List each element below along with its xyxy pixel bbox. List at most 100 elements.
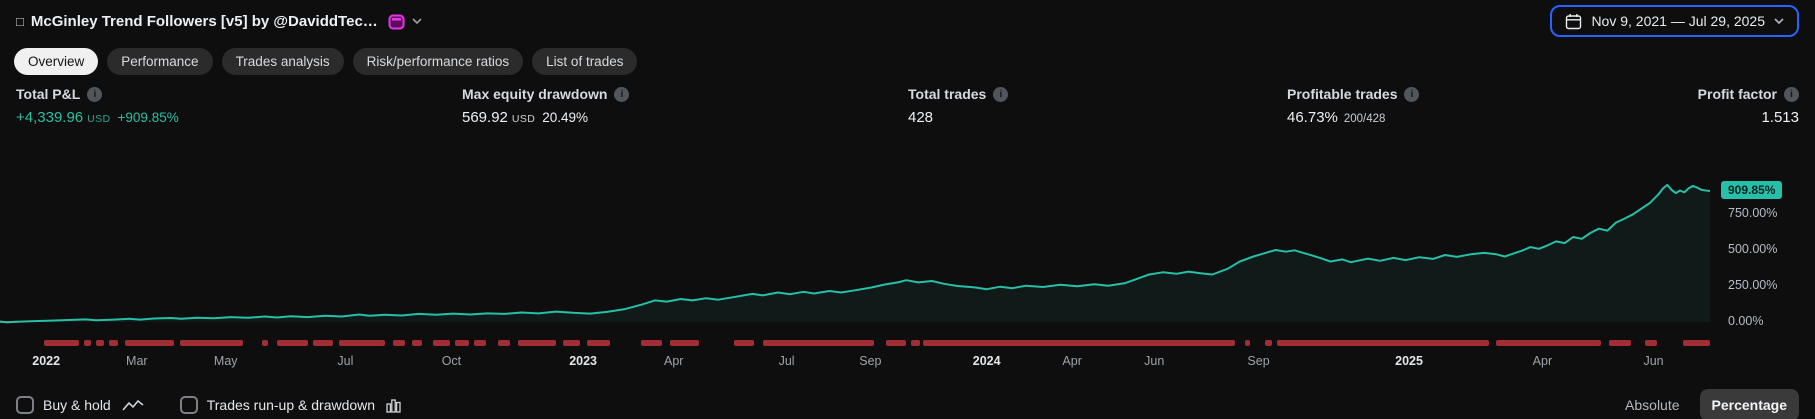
calendar-icon [1565, 13, 1582, 30]
drawdown-strip [0, 340, 1715, 346]
drawdown-segment [454, 340, 469, 346]
buy-hold-checkbox[interactable] [16, 396, 34, 414]
drawdown-segment [83, 340, 91, 346]
trades-runup-drawdown-label: Trades run-up & drawdown [206, 397, 376, 413]
metric-label: Profit factor [1697, 86, 1777, 102]
metric-label: Profitable trades [1287, 86, 1398, 102]
drawdown-segment [562, 340, 580, 346]
strategy-title: McGinley Trend Followers [v5] by @Davidd… [30, 12, 378, 30]
x-axis-year-label: 2023 [569, 354, 598, 368]
metric-profitable-trades: Profitable trades 46.73% 200/428 [1287, 86, 1420, 126]
metric-value: 428 [908, 109, 934, 126]
drawdown-segment [911, 340, 920, 346]
chart-footer: Buy & hold Trades run-up & drawdown Abso… [0, 382, 1815, 419]
drawdown-segment [670, 340, 700, 346]
tab-list-of-trades[interactable]: List of trades [532, 47, 638, 75]
drawdown-segment [95, 340, 105, 346]
drawdown-segment [1496, 340, 1601, 346]
y-axis-tick-label: 750.00% [1728, 206, 1778, 220]
x-axis: 2022 Mar May Jul Oct 2023 Apr Jul Sep 2024 Apr Jun S… [0, 354, 1715, 372]
x-axis-year-label: 2022 [32, 354, 61, 368]
drawdown-segment [338, 340, 385, 346]
drawdown-segment [473, 340, 486, 346]
drawdown-segment [1277, 340, 1490, 346]
date-range-text: Nov 9, 2021 — Jul 29, 2025 [1591, 13, 1765, 29]
info-icon[interactable] [993, 86, 1009, 102]
trades-runup-drawdown-toggle[interactable]: Trades run-up & drawdown [179, 396, 401, 414]
metric-unit: USD [511, 113, 536, 125]
metric-extra: +909.85% [117, 110, 179, 125]
metric-max-equity-drawdown: Max equity drawdown 569.92 USD 20.49% [462, 86, 630, 126]
drawdown-segment [432, 340, 450, 346]
drawdown-segment [1682, 340, 1710, 346]
info-icon[interactable] [614, 86, 630, 102]
drawdown-segment [393, 340, 406, 346]
drawdown-segment [44, 340, 79, 346]
x-axis-month-label: May [213, 354, 238, 368]
metric-unit: USD [87, 113, 111, 125]
drawdown-segment [1265, 340, 1273, 346]
tab-performance[interactable]: Performance [107, 47, 213, 75]
metric-profit-factor: Profit factor 1.513 [1698, 86, 1799, 126]
strategy-header: □ McGinley Trend Followers [v5] by @Davi… [0, 0, 1815, 42]
metric-value: +4,339.96 [16, 109, 84, 126]
percentage-button[interactable]: Percentage [1699, 389, 1799, 419]
metric-extra: 20.49% [542, 110, 589, 125]
drawdown-segment [518, 340, 556, 346]
y-axis: 909.85% 750.00% 500.00% 250.00% 0.00% [1715, 150, 1815, 382]
drawdown-segment [124, 340, 175, 346]
value-mode-switch: Absolute Percentage [1619, 389, 1799, 419]
drawdown-segment [885, 340, 907, 346]
metric-value: 46.73% [1287, 109, 1338, 126]
chevron-down-icon [1774, 18, 1784, 24]
drawdown-segment [923, 340, 1235, 346]
x-axis-month-label: Apr [1062, 354, 1082, 368]
x-axis-month-label: Jul [337, 354, 354, 368]
x-axis-month-label: Apr [1532, 354, 1553, 368]
metric-label: Total trades [908, 86, 987, 102]
drawdown-segment [1609, 340, 1632, 346]
equity-curve-chart[interactable]: 2022 Mar May Jul Oct 2023 Apr Jul Sep 2024 Apr Jun S… [0, 150, 1815, 382]
x-axis-month-label: Apr [664, 354, 684, 368]
x-axis-year-label: 2025 [1395, 354, 1423, 368]
drawdown-segment [762, 340, 874, 346]
x-axis-month-label: Sep [1247, 354, 1270, 368]
drawdown-segment [312, 340, 334, 346]
equity-line [0, 183, 1711, 324]
metric-label: Max equity drawdown [462, 86, 608, 102]
x-axis-month-label: Mar [126, 354, 148, 368]
buy-hold-label: Buy & hold [43, 397, 111, 413]
drawdown-segment [1645, 340, 1657, 346]
x-axis-month-label: Sep [859, 354, 882, 368]
x-axis-month-label: Jul [778, 354, 795, 368]
y-axis-tick-label: 0.00% [1728, 314, 1764, 328]
info-icon[interactable] [87, 86, 103, 102]
buy-hold-toggle[interactable]: Buy & hold [16, 396, 144, 414]
metric-total-trades: Total trades 428 [908, 86, 1009, 126]
x-axis-month-label: Oct [441, 354, 462, 368]
bar-chart-icon [386, 398, 401, 413]
x-axis-month-label: Jun [1643, 354, 1664, 368]
date-range-button[interactable]: Nov 9, 2021 — Jul 29, 2025 [1550, 5, 1799, 37]
tab-risk-performance-ratios[interactable]: Risk/performance ratios [352, 47, 524, 75]
tab-trades-analysis[interactable]: Trades analysis [221, 47, 344, 75]
x-axis-month-label: Jun [1144, 354, 1165, 368]
info-icon[interactable] [1784, 86, 1799, 102]
drawdown-segment [1244, 340, 1250, 346]
drawdown-segment [733, 340, 755, 346]
y-axis-tick-label: 250.00% [1728, 278, 1778, 292]
drawdown-segment [277, 340, 308, 346]
equity-curve-plot[interactable] [0, 150, 1715, 328]
drawdown-segment [179, 340, 243, 346]
metric-label: Total P&L [16, 86, 81, 102]
absolute-button[interactable]: Absolute [1619, 390, 1685, 419]
trades-runup-drawdown-checkbox[interactable] [179, 396, 198, 414]
chevron-down-icon[interactable] [412, 18, 422, 24]
drawdown-segment [412, 340, 423, 346]
drawdown-segment [641, 340, 662, 346]
placeholder-glyph: □ [16, 13, 24, 29]
info-icon[interactable] [1404, 86, 1420, 102]
tab-overview[interactable]: Overview [14, 47, 99, 75]
equity-area-fill [0, 184, 1710, 323]
source-calendar-icon[interactable] [388, 13, 405, 30]
